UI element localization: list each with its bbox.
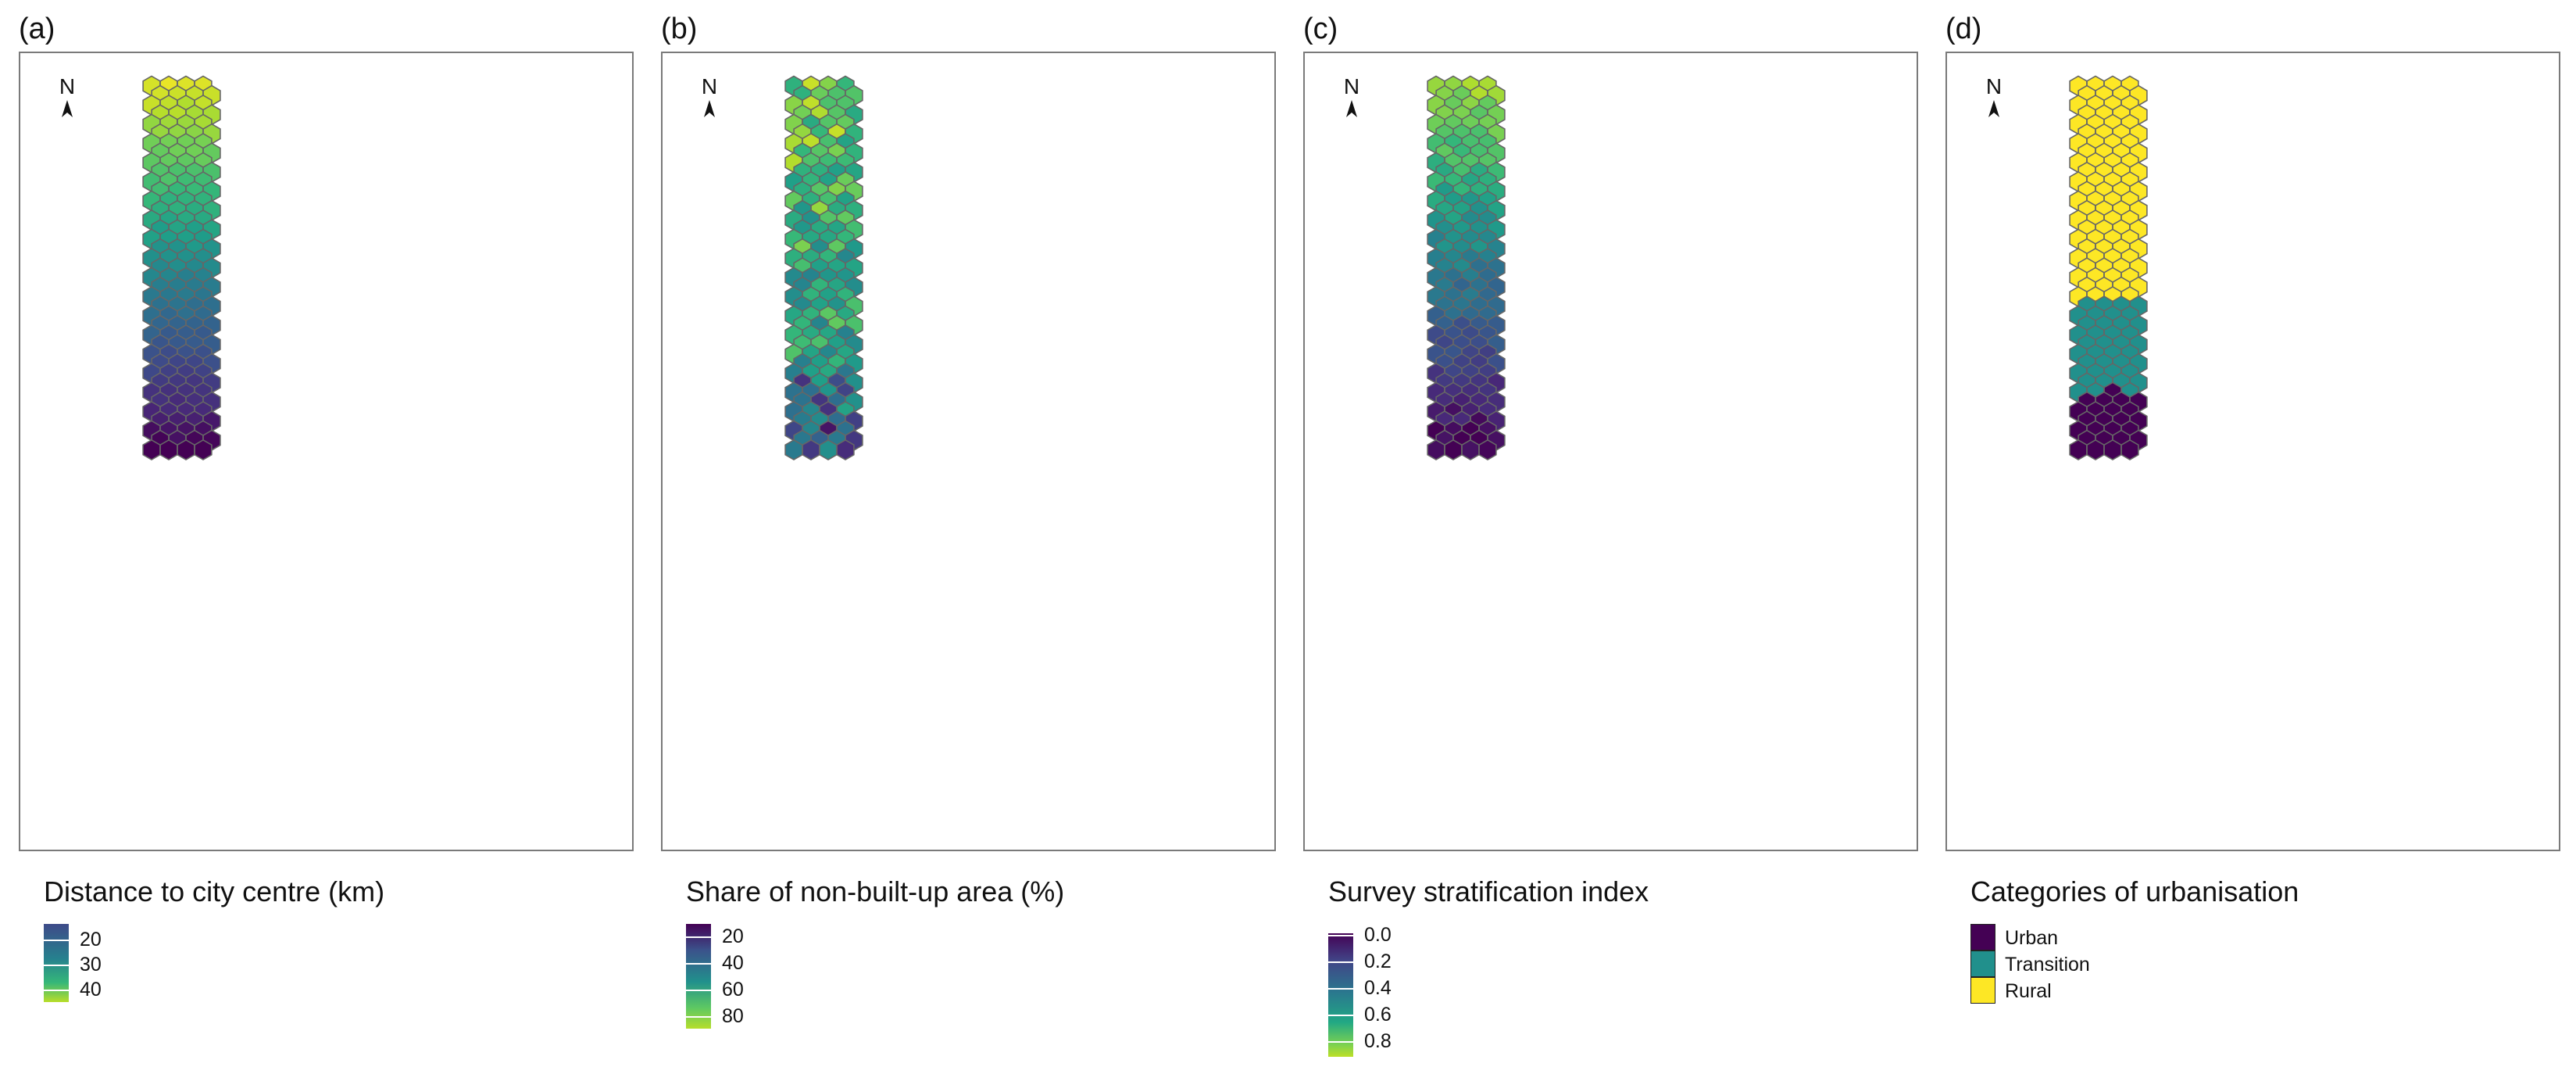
legend-title: Share of non-built-up area (%) xyxy=(686,875,1065,908)
legend-swatch xyxy=(1970,977,1995,1004)
map-panel-c: N xyxy=(1303,52,1918,851)
legend-item-label: Transition xyxy=(2005,954,2090,976)
legend-tick: 0.2 xyxy=(1364,950,1392,972)
legend-tick: 40 xyxy=(722,952,744,974)
legend-tick: 0.4 xyxy=(1364,977,1392,999)
map-panel-d: N xyxy=(1945,52,2560,851)
hexagon-grid-map xyxy=(1427,75,1506,461)
hexagon-grid-map xyxy=(142,75,221,461)
legend-b: Share of non-built-up area (%) 20 40 60 … xyxy=(686,875,1065,1029)
hexagon-grid-map xyxy=(2069,75,2148,461)
north-arrow-icon xyxy=(62,100,73,117)
north-label: N xyxy=(701,74,718,98)
legend-item-label: Urban xyxy=(2005,927,2059,949)
legend-tick: 0.8 xyxy=(1364,1030,1392,1052)
hexagon-cell xyxy=(1478,439,1497,461)
north-indicator: N xyxy=(697,75,722,117)
hexagon-grid-map xyxy=(784,75,863,461)
north-indicator: N xyxy=(1339,75,1364,117)
hexagon-cell xyxy=(836,439,855,461)
legend-c: Survey stratification index 0.0 0.2 0.4 … xyxy=(1328,875,1649,1057)
legend-tick: 30 xyxy=(80,954,102,976)
north-label: N xyxy=(59,74,76,98)
legend-title: Survey stratification index xyxy=(1328,875,1649,908)
north-label: N xyxy=(1343,74,1360,98)
north-label: N xyxy=(1985,74,2003,98)
hexagon-cell xyxy=(1461,439,1480,461)
colorbar: 0.0 0.2 0.4 0.6 0.8 xyxy=(1328,924,1392,1057)
map-panel-a: N xyxy=(19,52,634,851)
legend-title: Distance to city centre (km) xyxy=(44,875,385,908)
hexagon-cell xyxy=(1427,439,1445,461)
legend-swatch xyxy=(1970,950,1995,977)
hexagon-cell xyxy=(784,439,803,461)
hexagon-cell xyxy=(819,439,838,461)
map-panel-b: N xyxy=(661,52,1276,851)
hexagon-cell xyxy=(194,439,213,461)
legend-tick: 60 xyxy=(722,979,744,1001)
legend-tick: 20 xyxy=(80,929,102,950)
north-indicator: N xyxy=(55,75,80,117)
hexagon-cell xyxy=(802,439,820,461)
panel-label-c: (c) xyxy=(1303,13,1338,45)
hexagon-cell xyxy=(2069,439,2088,461)
legend-tick: 0.6 xyxy=(1364,1004,1392,1026)
legend-d: Categories of urbanisation Urban Transit… xyxy=(1970,875,2299,1004)
hexagon-cell xyxy=(2086,439,2105,461)
north-arrow-icon xyxy=(1988,100,1999,117)
legend-a: Distance to city centre (km) 20 30 40 xyxy=(44,875,385,1002)
colorbar: 20 40 60 80 xyxy=(686,924,744,1029)
hexagon-cell xyxy=(1444,439,1463,461)
panel-label-a: (a) xyxy=(19,13,55,45)
hexagon-cell xyxy=(142,439,161,461)
legend-tick: 20 xyxy=(722,925,744,947)
north-indicator: N xyxy=(1981,75,2006,117)
legend-tick: 80 xyxy=(722,1005,744,1027)
hexagon-cell xyxy=(2103,439,2122,461)
legend-item-label: Rural xyxy=(2005,980,2052,1002)
panel-label-b: (b) xyxy=(661,13,698,45)
legend-tick: 40 xyxy=(80,979,102,1001)
colorbar: 20 30 40 xyxy=(44,924,102,1002)
hexagon-cell xyxy=(177,439,195,461)
north-arrow-icon xyxy=(704,100,715,117)
legend-title: Categories of urbanisation xyxy=(1970,875,2299,908)
hexagon-cell xyxy=(159,439,178,461)
legend-swatch xyxy=(1970,924,1995,950)
north-arrow-icon xyxy=(1346,100,1357,117)
legend-tick: 0.0 xyxy=(1364,924,1392,946)
hexagon-cell xyxy=(2120,439,2139,461)
panel-label-d: (d) xyxy=(1945,13,1982,45)
